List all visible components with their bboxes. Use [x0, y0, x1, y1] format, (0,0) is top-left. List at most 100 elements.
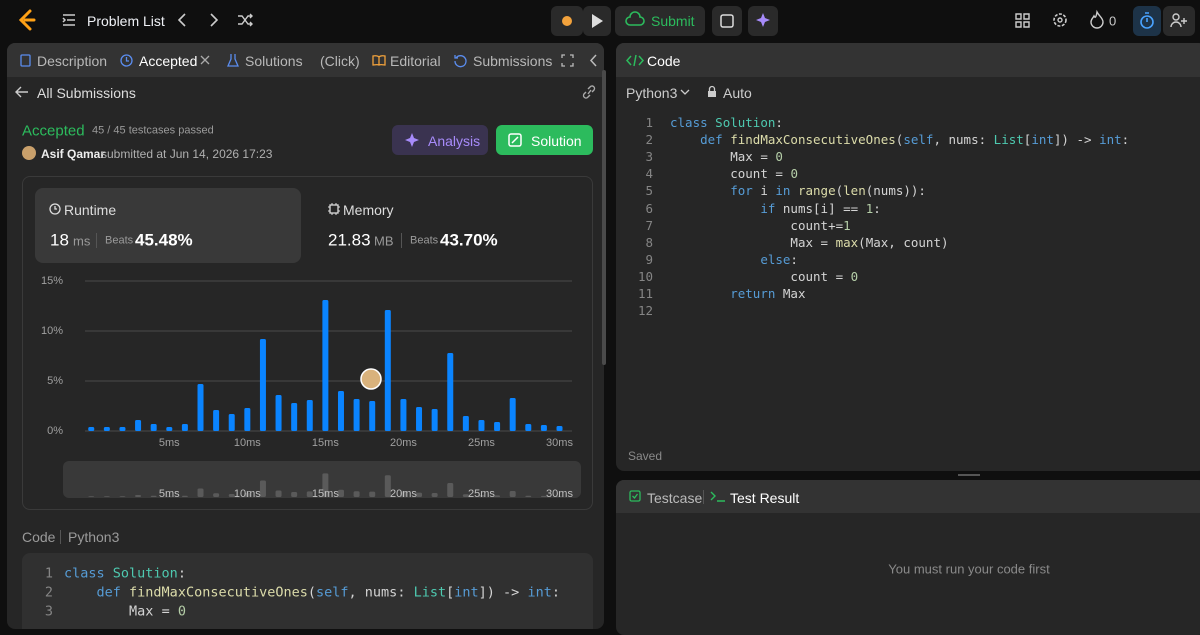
collapse-button[interactable] [589, 54, 597, 67]
line-number: 9 [645, 251, 653, 267]
code-line: def findMaxConsecutiveOnes(self, nums: L… [700, 131, 1130, 147]
solutions-icon [227, 54, 239, 67]
lock-icon [708, 85, 716, 97]
code-line: count = 0 [730, 166, 798, 182]
submit-icon [625, 11, 645, 26]
minimap[interactable] [63, 461, 581, 498]
testcases: 45 / 45 testcases passed [92, 124, 214, 137]
code-line: else: [760, 251, 798, 267]
notes-button[interactable] [712, 6, 742, 36]
user-avatar [22, 146, 36, 160]
tab[interactable]: Solutions [245, 53, 303, 69]
divider [703, 490, 704, 504]
language-select[interactable]: Python3 [626, 85, 678, 101]
logo[interactable] [16, 8, 38, 32]
settings-button[interactable] [1052, 12, 1068, 28]
result-icon [710, 491, 725, 502]
code-language: Python3 [68, 529, 120, 545]
status: Accepted [22, 122, 85, 140]
invite-icon [1170, 13, 1187, 28]
runtime-value: 18 [50, 230, 69, 250]
code-line: return Max [730, 285, 806, 301]
prev-button[interactable] [177, 13, 187, 27]
solution-icon [508, 133, 522, 147]
editor-title: Code [647, 53, 681, 69]
layout-button[interactable] [1015, 13, 1030, 28]
divider [60, 530, 61, 544]
code-label: Code [22, 529, 56, 545]
code-line: class Solution: [670, 114, 783, 130]
divider [401, 233, 402, 248]
expand-button[interactable] [561, 54, 574, 67]
submitted-at: submitted at Jun 14, 2026 17:23 [101, 147, 273, 161]
back-arrow[interactable] [15, 86, 29, 98]
line-number: 2 [645, 131, 653, 147]
problem-list[interactable]: Problem List [87, 13, 165, 29]
line-number: 1 [44, 565, 53, 582]
top-bar: Problem List Submit 0 [0, 0, 1200, 42]
tab[interactable]: Submissions [473, 53, 553, 69]
close-tab[interactable] [200, 55, 210, 65]
scrollbar [602, 70, 606, 365]
dropdown-icon [680, 89, 690, 95]
description-icon [20, 54, 31, 67]
code-line: Max = 0 [730, 148, 783, 164]
runtime-beats: 45.48% [135, 230, 193, 250]
submissions-icon [454, 55, 467, 68]
code-line: for i in range(len(nums)): [730, 183, 926, 199]
divider [96, 233, 97, 248]
runtime-icon [49, 203, 61, 215]
tab[interactable]: Description [37, 53, 108, 69]
back-link[interactable]: All Submissions [37, 85, 136, 101]
streak-icon[interactable] [1090, 9, 1104, 29]
code-line: if nums[i] == 1: [760, 200, 881, 216]
console-tab-active[interactable]: Test Result [730, 490, 800, 506]
notes-icon [720, 14, 734, 28]
next-button[interactable] [209, 13, 219, 27]
streak-count: 0 [1109, 13, 1117, 29]
editor-panel [616, 43, 1200, 471]
tab[interactable]: (Click) [320, 53, 360, 69]
save-status: Saved [628, 449, 663, 463]
memory-value: 21.83 [328, 230, 371, 250]
memory-icon [328, 203, 340, 215]
user-name[interactable]: Asif Qamar [41, 147, 106, 161]
line-number: 2 [44, 584, 53, 601]
line-number: 8 [645, 234, 653, 250]
memory-beats: 43.70% [440, 230, 498, 250]
runtime-box[interactable] [35, 188, 301, 263]
timer-icon [1140, 12, 1154, 29]
tab-active[interactable]: Accepted [139, 53, 198, 69]
console-tab[interactable]: Testcase [647, 490, 703, 506]
code-line: Max = 0 [129, 603, 186, 620]
solution-label: Solution [531, 133, 582, 149]
shuffle-button[interactable] [237, 13, 253, 27]
tab[interactable]: Editorial [390, 53, 441, 69]
line-number: 10 [637, 268, 653, 284]
beats-label: Beats [410, 234, 439, 247]
share-link[interactable] [581, 85, 597, 99]
editorial-icon [372, 55, 386, 66]
debug-icon [562, 16, 572, 26]
memory-label: Memory [343, 202, 394, 218]
mode[interactable]: Auto [723, 85, 752, 101]
runtime-label: Runtime [64, 202, 117, 218]
submit-button[interactable] [615, 6, 705, 36]
console-message: You must run your code first [888, 561, 1050, 577]
line-number: 1 [645, 114, 653, 130]
line-number: 3 [645, 148, 653, 164]
invite-button[interactable] [1163, 6, 1195, 36]
resize-handle[interactable] [958, 474, 980, 476]
code-icon [625, 54, 645, 67]
code-line: def findMaxConsecutiveOnes(self, nums: L… [96, 584, 560, 601]
line-number: 7 [645, 217, 653, 233]
solution-button[interactable] [496, 125, 593, 155]
memory-unit: MB [374, 233, 394, 249]
line-number: 5 [645, 183, 653, 199]
line-number: 3 [44, 603, 53, 620]
beats-label: Beats [105, 234, 134, 247]
list-icon[interactable] [62, 13, 76, 27]
code-line: class Solution: [64, 565, 186, 582]
testcase-icon [629, 490, 641, 502]
console-header [616, 480, 1200, 513]
